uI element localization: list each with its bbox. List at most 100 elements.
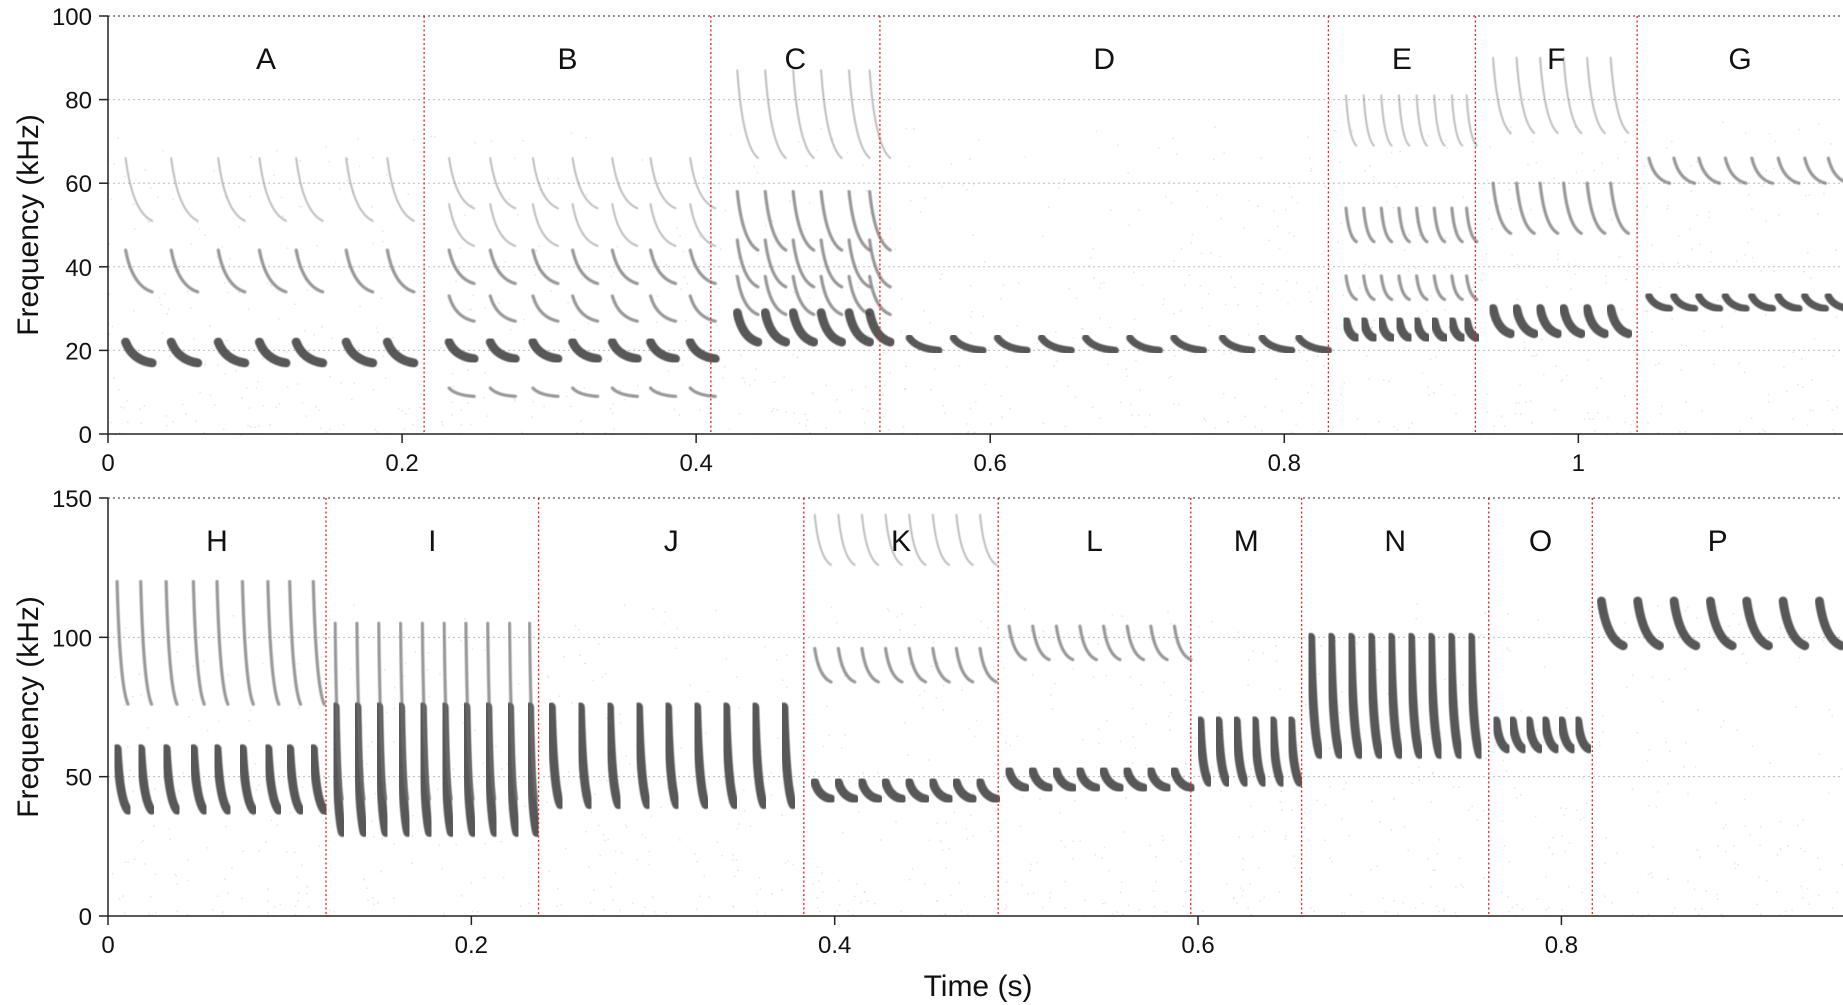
call-mark [505,702,522,837]
call-mark [1170,766,1196,793]
call-mark [760,308,791,347]
harmonic-mark [1362,274,1376,302]
segment-label: M [1234,525,1259,558]
segment-l: L [997,498,1196,916]
harmonic-mark [847,189,872,252]
call-mark [136,744,157,815]
segment-o: O [1488,498,1594,916]
call-mark [1645,292,1674,313]
call-mark [461,702,478,837]
call-mark [213,337,250,368]
segment-p: P [1591,498,1843,916]
spectrogram-panel-top: A B C D E F G 0 20 40 60 80 100 0 0.2 0.4 0.6 0.8 1 Frequen… [12,4,1843,477]
y-tick-label: 100 [52,4,92,31]
harmonic-mark [294,248,325,294]
harmonic-mark [763,189,788,252]
call-mark [844,308,875,347]
call-mark [1037,334,1075,355]
harmonic-mark [860,646,880,684]
x-tick-label: 0.2 [455,932,488,959]
harmonic-mark [648,248,678,286]
y-tick-label: 0 [79,422,92,449]
call-mark [1512,304,1539,339]
harmonic-mark [868,189,892,252]
y-tick-label: 60 [65,171,92,198]
harmonic-mark [688,386,717,398]
harmonic-mark [649,157,677,210]
harmonic-mark [1609,181,1630,235]
harmonic-mark [1007,624,1028,662]
call-mark [685,337,720,364]
call-mark [1814,596,1843,651]
background-noise [111,603,1843,918]
segment-label: H [206,525,228,558]
call-mark [949,334,987,355]
call-mark [1258,334,1296,355]
harmonic-mark [448,203,476,247]
harmonic-mark [170,157,199,222]
segment-label: C [785,43,807,76]
call-mark [1556,716,1577,754]
segment-f: F [1474,16,1633,434]
harmonic-mark [531,386,560,398]
call-mark [816,308,847,347]
segment-k: K [803,498,1001,916]
harmonic-mark [610,386,639,398]
segment-m: M [1190,498,1305,916]
harmonic-mark [836,646,857,684]
harmonic-mark [689,157,717,210]
call-mark [1051,766,1078,793]
call-mark [865,308,895,347]
harmonic-mark [1345,94,1358,147]
x-tick-label: 0 [101,932,114,959]
call-mark [975,777,1001,804]
harmonic-mark [464,621,475,801]
axes: 0 20 40 60 80 100 0 0.2 0.4 0.6 0.8 1 Frequency (kHz… [12,4,1843,477]
harmonic-mark [344,248,375,294]
axes: 0 50 100 150 0 0.2 0.4 0.6 0.8 Frequency (kHz) [12,486,1843,959]
call-mark [485,337,520,364]
harmonic-mark [610,248,639,286]
call-mark [188,744,209,815]
call-mark [1606,304,1633,339]
call-mark [1524,716,1545,754]
call-mark [546,702,565,810]
segment-g: G [1636,16,1843,434]
segment-label: J [664,525,679,558]
x-tick-label: 0.6 [974,450,1007,477]
call-mark [382,337,419,368]
harmonic-mark [1397,274,1411,302]
call-mark [352,702,369,837]
harmonic-mark [531,203,559,247]
call-mark [483,702,500,837]
call-mark [1596,596,1628,651]
harmonic-mark [1362,206,1376,244]
harmonic-mark [1432,206,1447,244]
call-mark [604,702,624,810]
harmonic-mark [883,646,904,684]
call-mark [1366,632,1385,759]
segment-label: K [891,525,911,558]
harmonic-mark [531,248,560,286]
harmonic-mark [1491,181,1513,235]
x-tick-label: 0.8 [1545,932,1578,959]
harmonic-mark [847,238,872,289]
harmonic-mark [1723,156,1748,185]
harmonic-mark [763,274,788,317]
y-tick-label: 0 [79,904,92,931]
call-mark [646,337,680,364]
call-mark [881,777,907,804]
segment-c: C [710,16,895,434]
harmonic-mark [792,69,815,160]
harmonic-mark [1344,274,1358,302]
harmonic-mark [1450,274,1464,302]
call-mark [575,702,594,810]
harmonic-mark [1125,624,1146,662]
harmonic-mark [1397,94,1411,147]
x-tick-label: 0.4 [818,932,851,959]
call-mark [1742,596,1774,651]
segment-h: H [112,525,329,815]
harmonic-mark [649,203,677,247]
harmonic-mark [333,621,344,801]
harmonic-mark [571,157,599,210]
